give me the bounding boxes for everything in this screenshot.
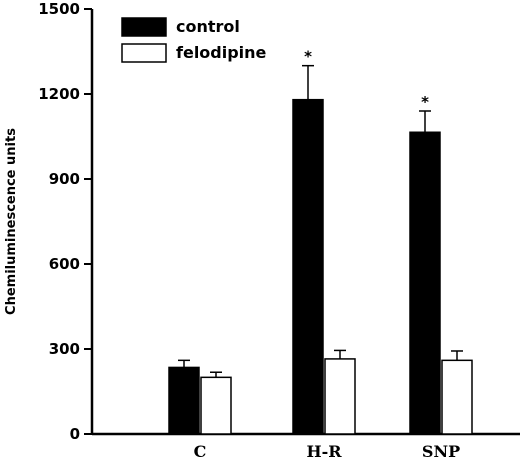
y-tick-label: 300 [49, 340, 80, 358]
legend-label-felodipine: felodipine [176, 43, 267, 62]
x-category-label: H-R [306, 442, 342, 461]
x-axis-category-labels: C H-R SNP [194, 442, 460, 461]
y-tick-label: 0 [70, 425, 80, 443]
bars [168, 98, 473, 435]
bar-control-H-R [292, 98, 324, 435]
x-category-label: SNP [422, 442, 460, 461]
significance-asterisk: * [304, 48, 312, 66]
y-tick-label: 600 [49, 255, 80, 273]
y-tick-label: 1200 [38, 85, 80, 103]
legend-swatch-felodipine [121, 43, 167, 63]
error-bars [178, 64, 463, 378]
bar-felodipine-H-R [324, 358, 356, 435]
legend-label-control: control [176, 17, 240, 36]
bar-felodipine-SNP [441, 359, 473, 435]
y-tick-label: 900 [49, 170, 80, 188]
legend-swatch-control [121, 17, 167, 37]
y-axis-ticks: 0 300 600 900 1200 1500 [38, 0, 92, 443]
y-axis-title: Chemiluminescence units [4, 128, 19, 315]
x-category-label: C [194, 442, 207, 461]
y-tick-label: 1500 [38, 0, 80, 18]
bar-control-C [168, 366, 200, 435]
bar-felodipine-C [200, 376, 232, 435]
legend: control felodipine [121, 17, 267, 63]
bar-control-SNP [409, 131, 441, 435]
significance-asterisk: * [421, 93, 429, 111]
significance-markers: ** [304, 48, 429, 111]
